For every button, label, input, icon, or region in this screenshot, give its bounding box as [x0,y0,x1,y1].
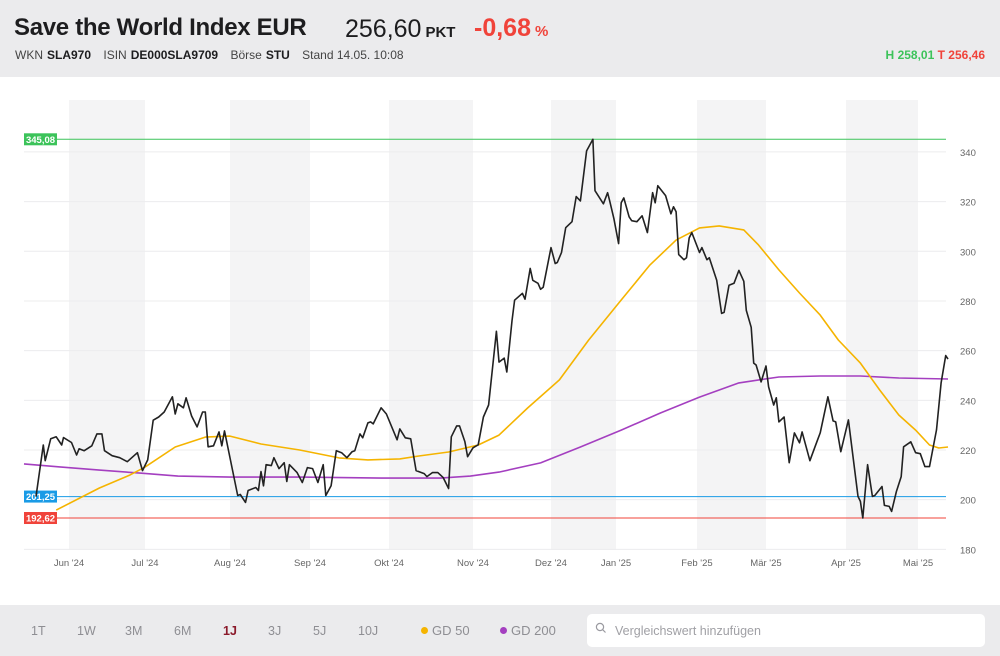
range-button-10j[interactable]: 10J [358,624,379,638]
month-band [551,100,616,550]
isin-value: DE000SLA9709 [130,48,219,62]
quote-header: Save the World Index EUR 256,60 PKT -0,68… [0,0,1000,77]
gd50-label: GD 50 [432,623,470,638]
x-tick-label: Mär '25 [750,558,781,569]
month-band [69,100,145,550]
reference-label: 201,25 [26,492,56,503]
series-line-price [35,138,949,519]
y-tick-label: 320 [960,198,976,209]
x-tick-label: Feb '25 [681,558,712,569]
y-tick-label: 180 [960,545,976,556]
range-button-1j[interactable]: 1J [223,624,237,638]
security-meta: WKN SLA970 ISIN DE000SLA9709 Börse STU Stan… [15,48,408,62]
y-tick-label: 340 [960,148,976,159]
gd50-dot-icon [421,627,428,634]
wkn-label: WKN [15,48,43,62]
price-value: 256,60 [345,15,422,43]
chart-toolbar: 1T 1W 3M 6M 1J 3J 5J 10J GD 50 GD 200 [0,605,1000,656]
gd200-dot-icon [500,627,507,634]
reference-label-box [24,512,57,525]
x-tick-label: Jun '24 [54,558,84,569]
stand-timestamp: Stand 14.05. 10:08 [302,48,404,62]
high-label: H [885,48,895,62]
month-band [230,100,310,550]
y-tick-label: 220 [960,446,976,457]
reference-label: 345,08 [26,135,55,146]
gd200-label: GD 200 [511,623,556,638]
price-chart[interactable]: 180 200 220 240 260 280 300 320 340 Jun '24 Jul '2… [0,77,1000,605]
gd50-toggle[interactable]: GD 50 [421,623,470,638]
page-title: Save the World Index EUR [14,14,307,41]
x-tick-label: Jan '25 [601,558,631,569]
price-change: -0,68% [474,14,548,43]
high-value: 258,01 [897,48,935,62]
range-button-1w[interactable]: 1W [77,624,96,638]
y-tick-label: 260 [960,347,976,358]
y-tick-label: 240 [960,396,976,407]
change-value: -0,68 [474,14,531,42]
reference-label-box [24,490,57,503]
y-tick-label: 300 [960,247,976,258]
x-tick-label: Aug '24 [214,558,246,569]
month-band [697,100,766,550]
isin-label: ISIN [103,48,127,62]
range-button-1t[interactable]: 1T [31,624,46,638]
x-tick-label: Dez '24 [535,558,567,569]
y-tick-label: 200 [960,496,976,507]
reference-label: 192,62 [26,514,55,525]
x-tick-label: Jul '24 [131,558,158,569]
low-value: 256,46 [948,48,985,62]
x-tick-label: Okt '24 [374,558,404,569]
compare-search-input[interactable] [613,620,977,642]
boerse-value: STU [265,48,290,62]
wkn-value: SLA970 [47,48,92,62]
y-tick-label: 280 [960,297,976,308]
x-tick-label: Sep '24 [294,558,326,569]
compare-search[interactable] [587,614,985,647]
month-band [389,100,473,550]
month-band [846,100,918,550]
range-button-3j[interactable]: 3J [268,624,282,638]
low-label: T [937,48,945,62]
range-button-5j[interactable]: 5J [313,624,327,638]
gd200-toggle[interactable]: GD 200 [500,623,556,638]
x-tick-label: Nov '24 [457,558,489,569]
series-line-gd200 [23,375,949,479]
price-unit: PKT [425,24,456,41]
change-unit: % [534,23,549,40]
current-price: 256,60 PKT [345,15,455,44]
range-button-3m[interactable]: 3M [125,624,143,638]
x-tick-label: Apr '25 [831,558,861,569]
reference-label-box [24,133,57,146]
series-line-gd50 [55,225,949,511]
day-high-low: H 258,01 T 256,46 [886,48,985,62]
x-tick-label: Mai '25 [903,558,933,569]
search-icon [595,622,606,633]
boerse-label: Börse [230,48,262,62]
range-button-6m[interactable]: 6M [174,624,192,638]
